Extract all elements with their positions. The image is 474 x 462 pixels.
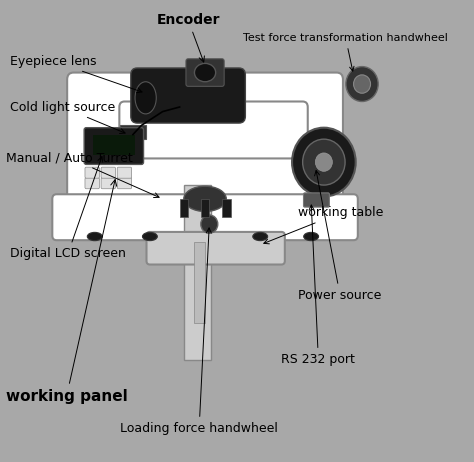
Bar [180, 199, 188, 217]
Ellipse shape [87, 232, 102, 241]
Ellipse shape [143, 232, 157, 241]
FancyBboxPatch shape [101, 167, 116, 178]
Text: working table: working table [264, 206, 384, 244]
FancyBboxPatch shape [52, 194, 358, 240]
FancyBboxPatch shape [119, 102, 308, 158]
Ellipse shape [253, 232, 268, 241]
Ellipse shape [304, 232, 319, 241]
Text: Manual / Auto Turret: Manual / Auto Turret [6, 151, 159, 198]
FancyBboxPatch shape [303, 193, 329, 207]
FancyBboxPatch shape [84, 128, 144, 164]
Bar [201, 199, 210, 217]
FancyBboxPatch shape [131, 68, 246, 123]
Text: Eyepiece lens: Eyepiece lens [10, 55, 142, 93]
Text: RS 232 port: RS 232 port [282, 205, 356, 366]
FancyBboxPatch shape [186, 59, 224, 86]
Circle shape [354, 75, 371, 93]
Text: Cold light source: Cold light source [10, 101, 125, 134]
Text: Power source: Power source [299, 170, 382, 302]
Circle shape [292, 128, 356, 196]
FancyBboxPatch shape [85, 167, 100, 178]
Text: Digital LCD screen: Digital LCD screen [10, 157, 126, 261]
Text: working panel: working panel [6, 180, 128, 404]
Bar [92, 134, 135, 155]
Circle shape [346, 67, 378, 102]
Text: Encoder: Encoder [156, 13, 220, 62]
Text: Loading force handwheel: Loading force handwheel [120, 228, 278, 435]
Bar [184, 185, 211, 359]
FancyBboxPatch shape [101, 178, 116, 189]
Circle shape [302, 139, 345, 185]
Ellipse shape [184, 186, 226, 212]
Ellipse shape [194, 63, 216, 82]
Bar [194, 243, 205, 323]
Text: Test force transformation handwheel: Test force transformation handwheel [243, 33, 448, 71]
Circle shape [201, 215, 218, 233]
FancyBboxPatch shape [146, 232, 285, 265]
Circle shape [315, 153, 332, 171]
FancyBboxPatch shape [117, 178, 132, 189]
Bar [120, 125, 146, 139]
Ellipse shape [135, 82, 156, 114]
FancyBboxPatch shape [117, 167, 132, 178]
FancyBboxPatch shape [67, 73, 343, 210]
Bar [222, 199, 230, 217]
FancyBboxPatch shape [85, 178, 100, 189]
